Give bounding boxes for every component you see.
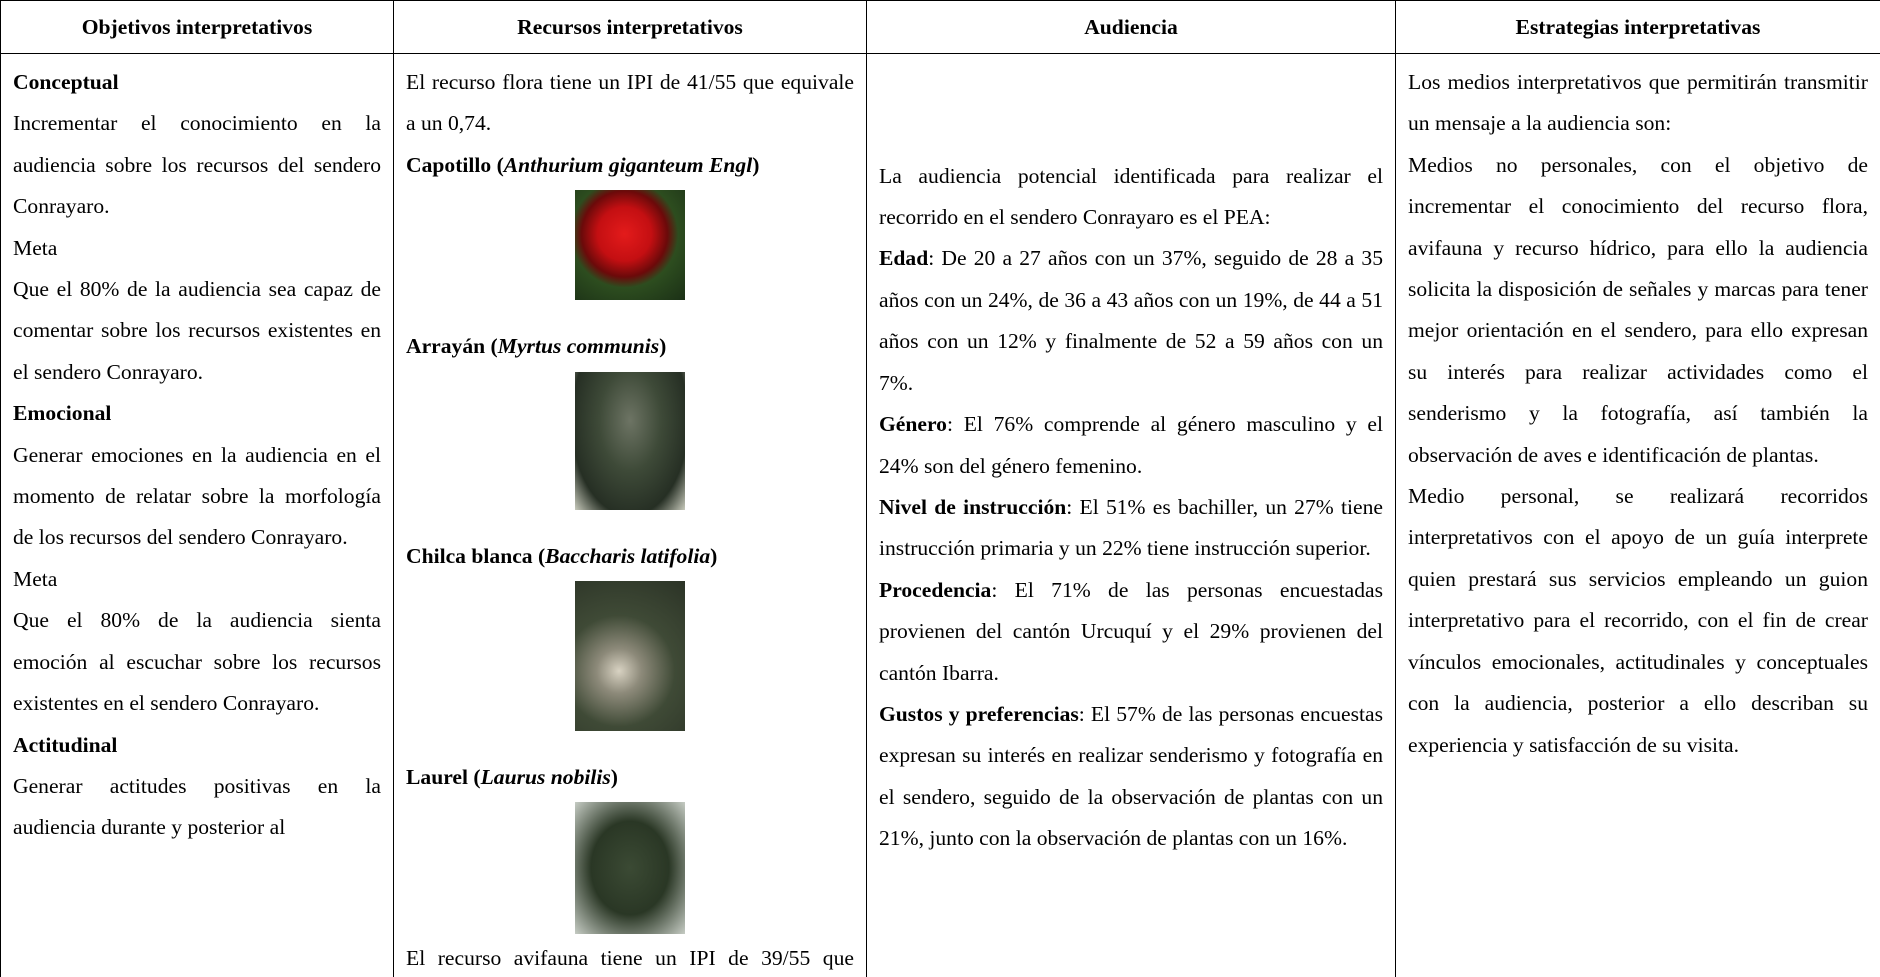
species: Capotillo (Anthurium giganteum Engl) — [406, 145, 854, 186]
species: Laurel (Laurus nobilis) — [406, 757, 854, 798]
resource-text: El recurso flora tiene un IPI de 41/55 q… — [406, 70, 854, 136]
header-row: Objetivos interpretativos Recursos inter… — [0, 0, 1880, 54]
species-scientific: Myrtus communis — [497, 334, 660, 359]
header-cell: Objetivos interpretativos — [0, 0, 394, 54]
objective-text: Generar actitudes positivas en la audien… — [13, 773, 381, 840]
species-name: Laurel ( — [406, 765, 481, 790]
objective-heading: Emocional — [13, 401, 112, 426]
species-name: Capotillo ( — [406, 152, 504, 177]
species-name: Chilca blanca ( — [406, 543, 546, 568]
species: Arrayán (Myrtus communis) — [406, 326, 854, 367]
audience-text: : El 71% de las personas encuestadas pro… — [879, 577, 1383, 685]
audience-item: Edad: De 20 a 27 años con un 37%, seguid… — [879, 238, 1383, 404]
species-close: ) — [610, 765, 618, 790]
header-cell: Recursos interpretativos — [393, 0, 867, 54]
photo — [575, 581, 685, 732]
audience-intro: La audiencia potencial identificada para… — [879, 163, 1383, 230]
species: Chilca blanca (Baccharis latifolia) — [406, 536, 854, 577]
resources-cell: El recurso flora tiene un IPI de 41/55 q… — [393, 52, 867, 977]
objective-text: Generar emociones en la audiencia en el … — [13, 442, 381, 550]
audience-text: : De 20 a 27 años con un 37%, seguido de… — [879, 246, 1383, 395]
objective-heading: Actitudinal — [13, 732, 118, 757]
objectives-cell: Conceptual Incrementar el conocimiento e… — [0, 52, 394, 977]
objective-text: Meta — [13, 566, 58, 591]
species-close: ) — [659, 334, 667, 359]
audience-label: Gustos y preferencias — [879, 701, 1079, 726]
audience-text: : El 76% comprende al género masculino y… — [879, 412, 1383, 478]
strategies-cell: Los medios interpretativos que permitirá… — [1395, 52, 1880, 977]
strategy-text: Medios no personales, con el objetivo de… — [1408, 152, 1868, 467]
species-close: ) — [710, 543, 718, 568]
objective-heading: Conceptual — [13, 70, 119, 94]
species-name: Arrayán ( — [406, 334, 498, 359]
objective-text: Incrementar el conocimiento en la audien… — [13, 111, 381, 219]
spacer — [879, 860, 1383, 920]
species-close: ) — [752, 152, 760, 177]
resource-text: El recurso avifauna tiene un IPI de 39/5… — [406, 946, 854, 971]
species-scientific: Baccharis latifolia — [545, 543, 711, 568]
strategy-text: Los medios interpretativos que permitirá… — [1408, 70, 1868, 136]
objective-text: Que el 80% de la audiencia sienta emoció… — [13, 608, 381, 716]
objective-text: Que el 80% de la audiencia sea capaz de … — [13, 277, 381, 384]
audience-text: : El 57% de las personas encuestas expre… — [879, 701, 1383, 851]
photo — [575, 802, 685, 935]
audience-label: Procedencia — [879, 577, 992, 602]
audience-item: Gustos y preferencias: El 57% de las per… — [879, 694, 1383, 860]
species-scientific: Laurus nobilis — [480, 765, 611, 790]
photo — [575, 190, 685, 301]
header-cell: Estrategias interpretativas — [1395, 0, 1880, 54]
audience-item: Nivel de instrucción: El 51% es bachille… — [879, 487, 1383, 570]
audience-text: : El 51% es bachiller, un 27% tiene inst… — [879, 494, 1383, 561]
species-scientific: Anthurium giganteum Engl — [503, 152, 753, 177]
audience-item: Procedencia: El 71% de las personas encu… — [879, 570, 1383, 694]
body-row: Conceptual Incrementar el conocimiento e… — [0, 52, 1880, 977]
photo — [575, 371, 685, 510]
audience-label: Género — [879, 412, 947, 437]
audience-label: Edad — [879, 246, 929, 271]
audience-item: Género: El 76% comprende al género mascu… — [879, 404, 1383, 487]
audience-cell: La audiencia potencial identificada para… — [866, 52, 1396, 977]
objective-text: Meta — [13, 235, 58, 260]
audience-label: Nivel de instrucción — [879, 494, 1067, 519]
strategy-text: Medio personal, se realizará recorridos … — [1408, 484, 1868, 757]
header-cell: Audiencia — [866, 0, 1396, 54]
audience-items: Edad: De 20 a 27 años con un 37%, seguid… — [879, 238, 1383, 859]
